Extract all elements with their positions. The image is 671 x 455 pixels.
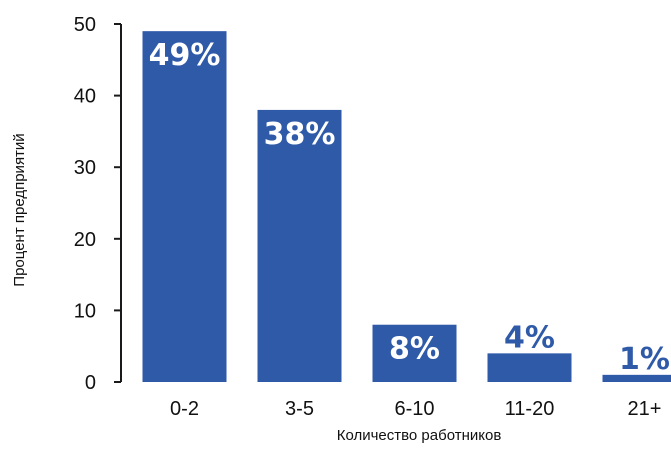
y-ticks: 0 10 20 30 40 50 (74, 14, 121, 394)
x-axis-title: Количество работников (337, 427, 502, 444)
y-tick-label-0: 0 (85, 372, 96, 394)
x-tick-label-11-20: 11-20 (505, 398, 555, 420)
data-label-21+: 1% (619, 342, 670, 377)
y-axis-title: Процент предприятий (11, 133, 28, 286)
data-label-0-2: 49% (149, 38, 221, 73)
bar-21+ (602, 374, 671, 382)
data-label-6-10: 8% (389, 332, 440, 367)
y-tick-label-40: 40 (74, 86, 96, 108)
x-tick-label-0-2: 0-2 (170, 398, 199, 420)
bar-3-5 (257, 109, 342, 383)
y-tick-label-50: 50 (74, 14, 96, 36)
bars: 49% 38% 8% 4% 1% (142, 31, 671, 383)
x-tick-label-21+: 21+ (628, 398, 662, 420)
bar-0-2 (142, 31, 227, 382)
data-label-3-5: 38% (264, 117, 336, 152)
x-ticks: 0-2 3-5 6-10 11-20 21+ (170, 398, 661, 420)
x-tick-label-6-10: 6-10 (394, 398, 434, 420)
x-tick-label-3-5: 3-5 (285, 398, 314, 420)
bar-11-20 (487, 353, 572, 382)
data-label-11-20: 4% (504, 320, 555, 355)
y-tick-label-20: 20 (74, 229, 96, 251)
y-tick-label-10: 10 (74, 300, 96, 322)
bar-6-10 (372, 324, 457, 382)
y-tick-label-30: 30 (74, 157, 96, 179)
